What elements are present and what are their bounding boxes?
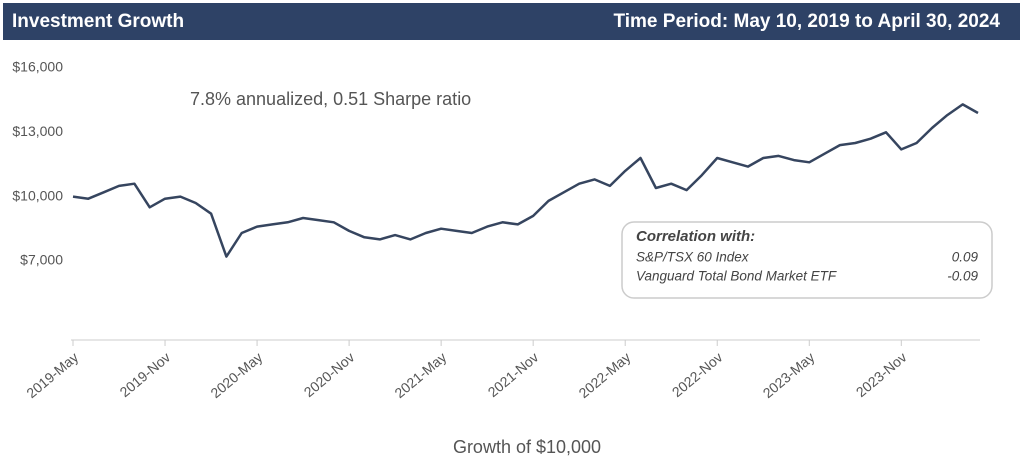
- x-tick-label: 2020-May: [207, 349, 265, 401]
- annotation: 7.8% annualized, 0.51 Sharpe ratio: [190, 89, 471, 109]
- y-tick-label: $16,000: [12, 59, 63, 75]
- correlation-title: Correlation with:: [636, 228, 755, 245]
- correlation-name: S&P/TSX 60 Index: [636, 250, 750, 265]
- chart-subtitle: Time Period: May 10, 2019 to April 30, 2…: [613, 11, 1000, 32]
- x-tick-label: 2021-May: [391, 349, 449, 401]
- x-tick-label: 2022-Nov: [669, 349, 726, 400]
- y-tick-label: $13,000: [12, 123, 63, 139]
- header-bar: [3, 3, 1020, 40]
- chart-title: Investment Growth: [12, 11, 184, 32]
- x-tick-label: 2022-May: [576, 349, 634, 401]
- x-tick-label: 2023-May: [760, 349, 818, 401]
- x-tick-label: 2020-Nov: [301, 349, 358, 400]
- correlation-value: 0.09: [952, 250, 979, 265]
- x-tick-label: 2021-Nov: [485, 349, 542, 400]
- x-axis-label: Growth of $10,000: [453, 437, 601, 457]
- x-tick-label: 2023-Nov: [853, 349, 910, 400]
- x-tick-label: 2019-Nov: [117, 349, 174, 400]
- y-tick-label: $10,000: [12, 187, 63, 203]
- correlation-name: Vanguard Total Bond Market ETF: [636, 269, 837, 284]
- y-tick-label: $7,000: [20, 252, 63, 268]
- growth-line: [72, 103, 979, 258]
- correlation-value: -0.09: [947, 269, 978, 284]
- x-tick-label: 2019-May: [23, 349, 81, 401]
- correlation-box: [621, 221, 993, 299]
